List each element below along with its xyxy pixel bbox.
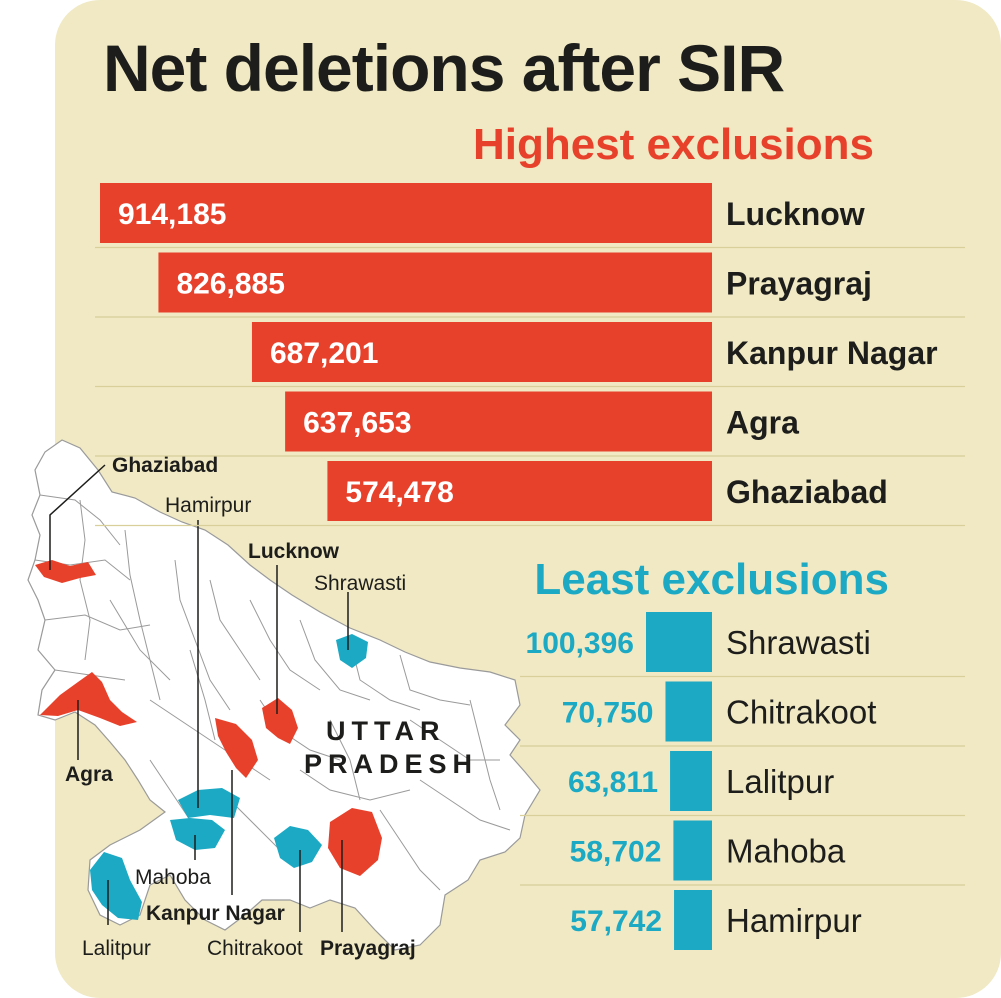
map-label-lucknow: Lucknow: [248, 540, 340, 563]
agra-district: [40, 672, 137, 726]
high-value-label-agra: 637,653: [303, 407, 411, 440]
low-bar-shrawasti: [646, 612, 712, 672]
high-bar-ghaziabad: [327, 461, 712, 521]
low-value-label-chitrakoot: 70,750: [562, 697, 654, 730]
state-label-line1: UTTAR: [326, 716, 445, 746]
highest-exclusions-heading: Highest exclusions: [472, 120, 874, 169]
map-label-prayagraj: Prayagraj: [320, 937, 416, 960]
state-label-line2: PRADESH: [304, 749, 478, 779]
low-category-label-lalitpur: Lalitpur: [726, 763, 834, 800]
map-label-hamirpur: Hamirpur: [165, 494, 251, 517]
chitrakoot-district: [274, 826, 322, 868]
leader-lines: [49, 464, 349, 932]
low-value-label-lalitpur: 63,811: [568, 766, 658, 799]
low-bar-hamirpur: [674, 890, 712, 950]
high-category-label-ghaziabad: Ghaziabad: [726, 474, 888, 510]
map-label-ghaziabad: Ghaziabad: [112, 454, 218, 477]
high-value-label-ghaziabad: 574,478: [345, 476, 453, 509]
low-value-label-mahoba: 58,702: [570, 836, 662, 869]
high-category-label-kanpur-nagar: Kanpur Nagar: [726, 335, 938, 371]
low-value-label-shrawasti: 100,396: [526, 627, 634, 660]
least-exclusions-heading: Least exclusions: [534, 555, 889, 604]
high-value-label-kanpur-nagar: 687,201: [270, 337, 378, 370]
mahoba-district: [170, 818, 225, 850]
map-label-agra: Agra: [65, 763, 113, 786]
map-label-mahoba: Mahoba: [135, 866, 211, 889]
lucknow-district: [262, 698, 298, 744]
low-bar-lalitpur: [670, 751, 712, 811]
highest-exclusions-chart: 914,185 Lucknow 826,885 Prayagraj 687,201 Kan…: [95, 183, 965, 527]
low-bar-chitrakoot: [665, 681, 712, 742]
high-category-label-agra: Agra: [726, 405, 799, 441]
kanpur-nagar-district: [215, 718, 258, 778]
map-label-chitrakoot: Chitrakoot: [207, 937, 303, 960]
high-bar-agra: [285, 391, 712, 452]
high-category-label-prayagraj: Prayagraj: [726, 266, 872, 302]
lalitpur-district: [90, 852, 142, 920]
low-category-label-hamirpur: Hamirpur: [726, 902, 862, 939]
high-bar-lucknow: [100, 183, 712, 243]
chart-title: Net deletions after SIR: [103, 31, 785, 105]
high-category-label-lucknow: Lucknow: [726, 196, 865, 232]
low-category-label-shrawasti: Shrawasti: [726, 624, 871, 661]
uttar-pradesh-map: Ghaziabad Hamirpur Lucknow Shrawasti Agr…: [27, 439, 541, 960]
state-outline: [27, 439, 541, 951]
high-value-label-lucknow: 914,185: [118, 198, 226, 231]
high-bar-kanpur-nagar: [251, 322, 712, 382]
low-category-label-mahoba: Mahoba: [726, 833, 846, 870]
map-label-kanpur-nagar: Kanpur Nagar: [146, 902, 285, 925]
map-label-lalitpur: Lalitpur: [82, 937, 151, 960]
least-exclusions-chart: 100,396 Shrawasti 70,750 Chitrakoot 63,811 La…: [520, 612, 965, 950]
low-category-label-chitrakoot: Chitrakoot: [726, 694, 876, 731]
ghaziabad-leader: [49, 464, 106, 570]
hamirpur-district: [178, 788, 240, 818]
low-bar-mahoba: [673, 820, 712, 881]
shrawasti-district: [336, 634, 368, 668]
map-label-shrawasti: Shrawasti: [314, 572, 406, 595]
high-bar-prayagraj: [158, 252, 712, 313]
low-value-label-hamirpur: 57,742: [570, 905, 662, 938]
high-value-label-prayagraj: 826,885: [176, 268, 284, 301]
